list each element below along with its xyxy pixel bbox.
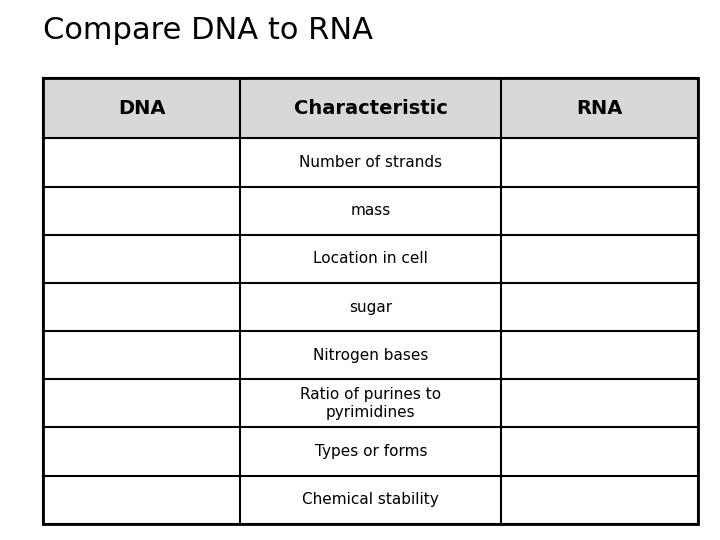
Text: Types or forms: Types or forms (315, 444, 427, 459)
Text: sugar: sugar (349, 300, 392, 314)
Text: Chemical stability: Chemical stability (302, 492, 439, 507)
Text: Compare DNA to RNA: Compare DNA to RNA (43, 16, 373, 45)
Text: Characteristic: Characteristic (294, 99, 448, 118)
Text: Nitrogen bases: Nitrogen bases (313, 348, 428, 363)
Text: DNA: DNA (118, 99, 166, 118)
Text: mass: mass (351, 203, 391, 218)
Text: Ratio of purines to
pyrimidines: Ratio of purines to pyrimidines (300, 387, 441, 420)
Text: Number of strands: Number of strands (300, 155, 442, 170)
Text: RNA: RNA (577, 99, 623, 118)
Text: Location in cell: Location in cell (313, 251, 428, 266)
